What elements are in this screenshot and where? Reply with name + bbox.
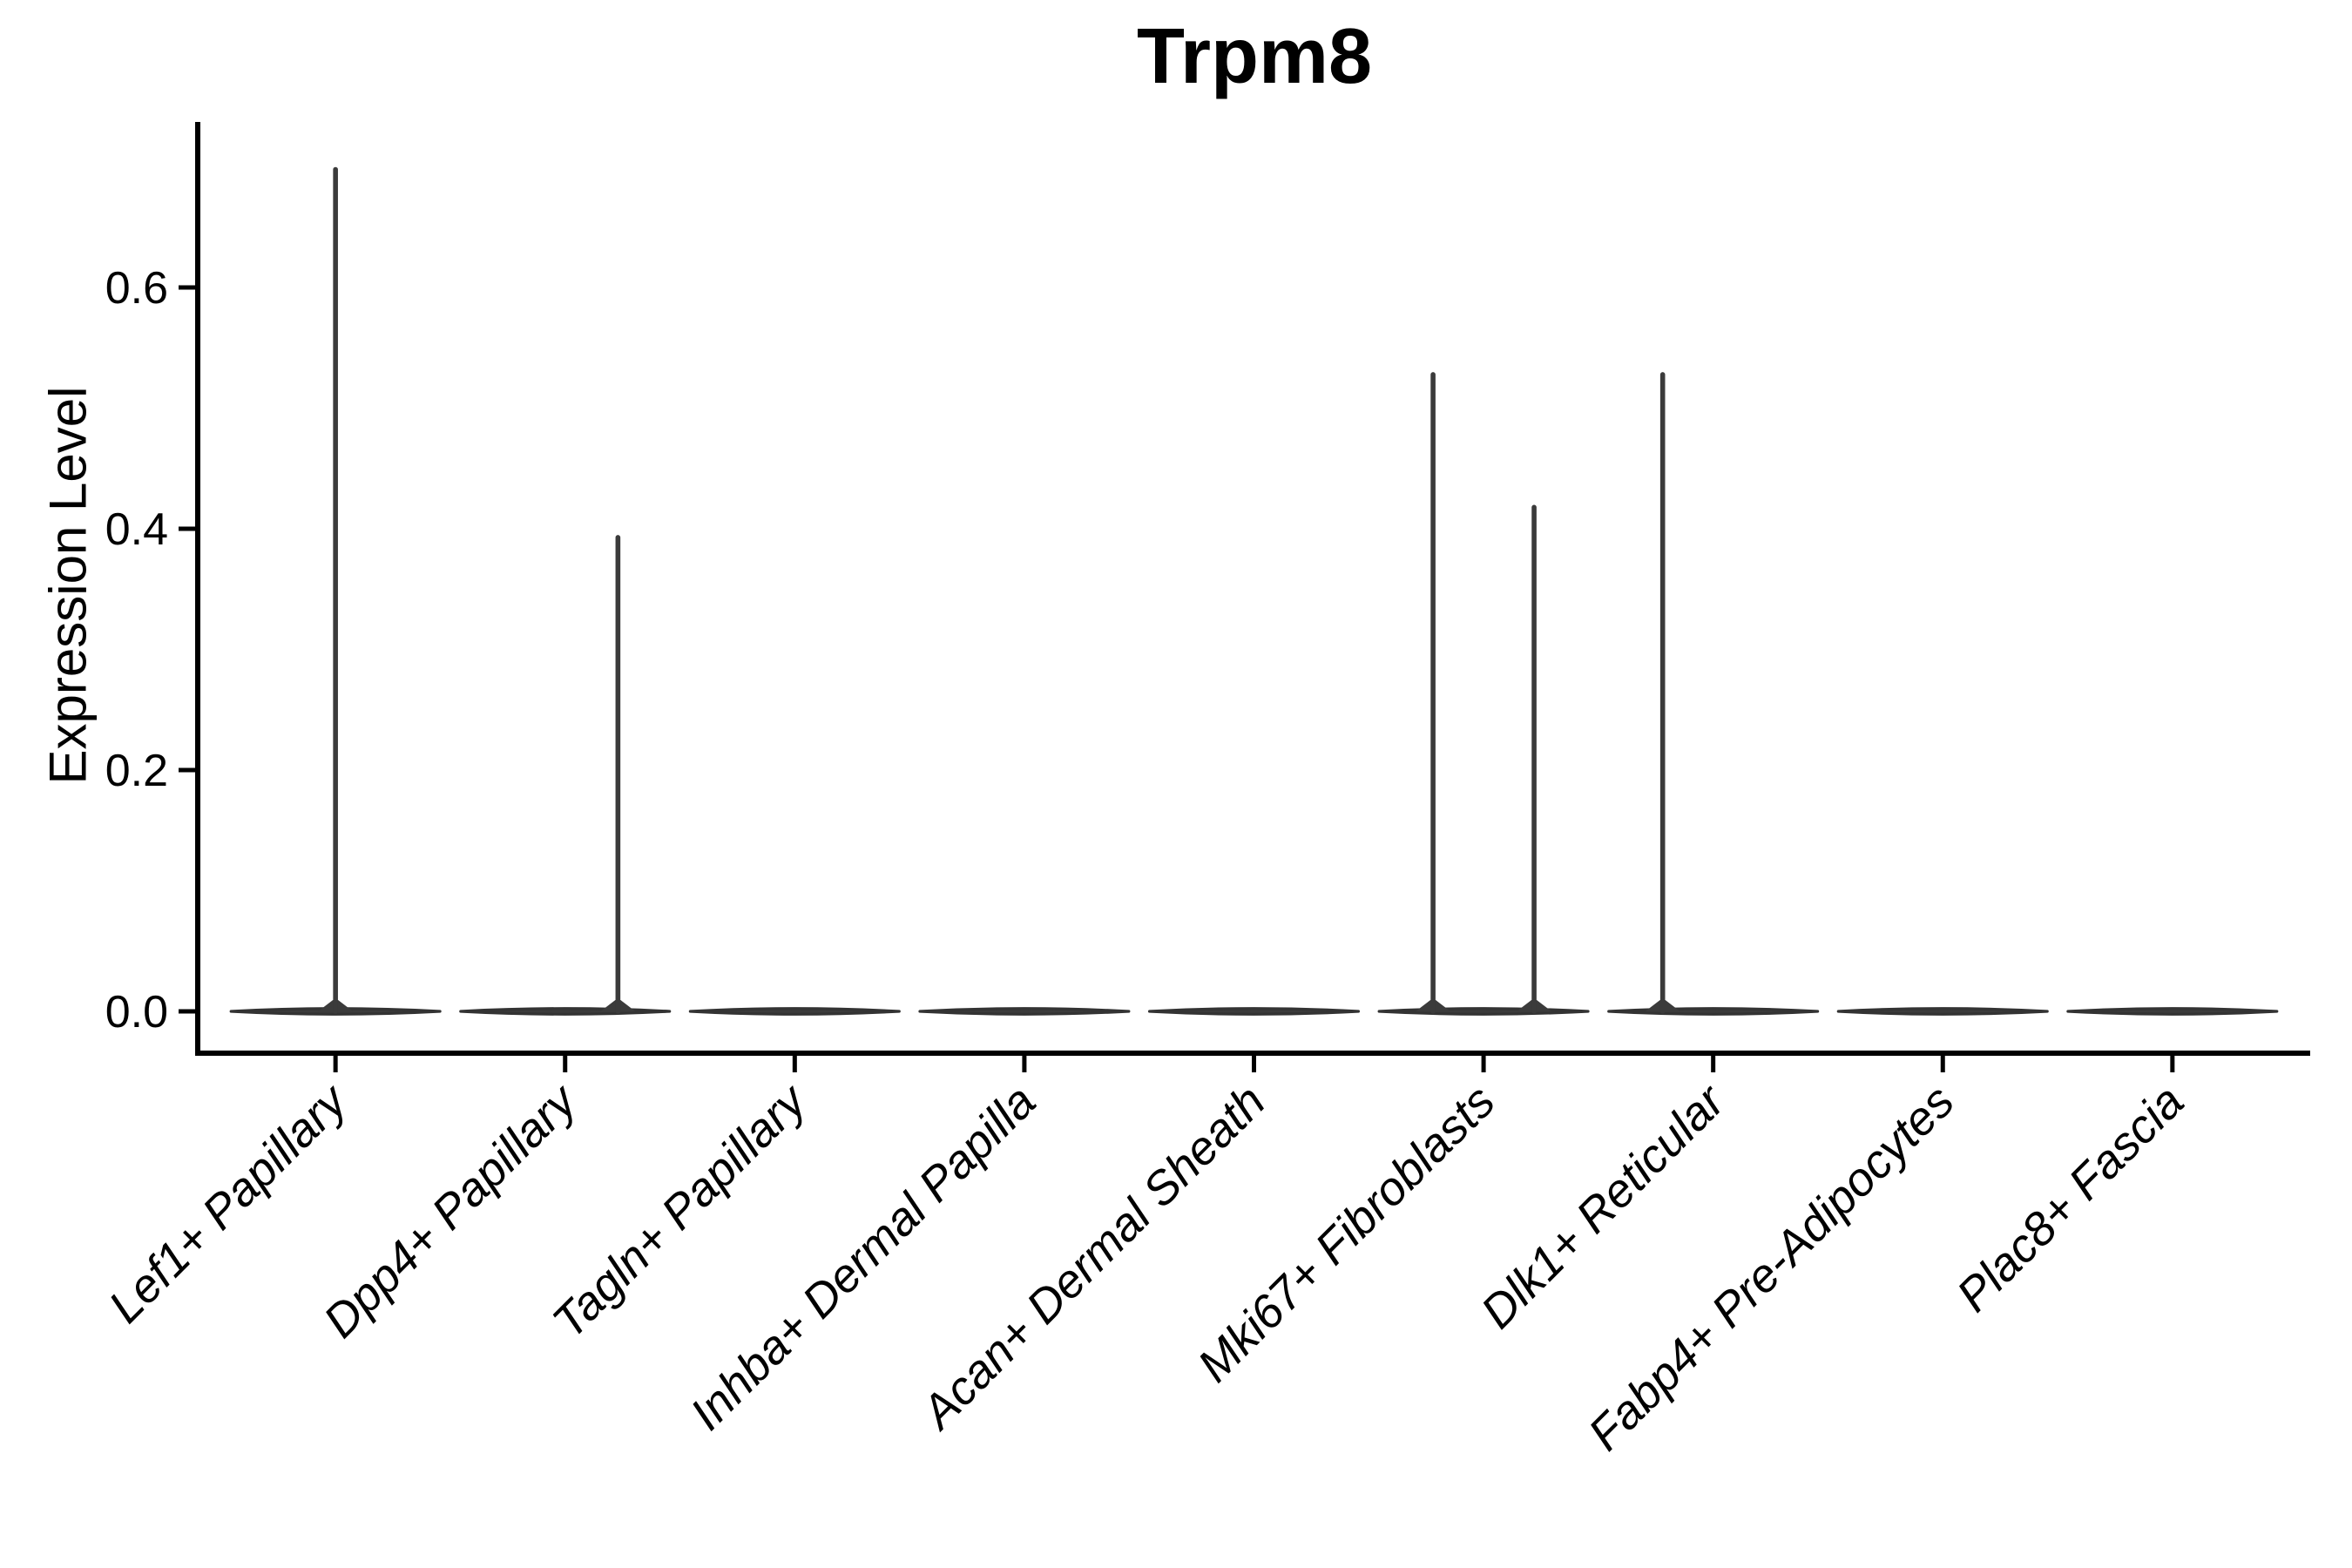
violin-body xyxy=(459,1007,672,1016)
violin-body xyxy=(688,1007,901,1016)
violin-body xyxy=(2066,1007,2279,1016)
x-tick-label: Fabp4+ Pre-Adipocytes xyxy=(1578,1075,1964,1461)
x-tick-label: Plac8+ Fascia xyxy=(1947,1075,2193,1321)
y-tick-label: 0.6 xyxy=(105,263,168,314)
x-tick-label: Lef1+ Papillary xyxy=(99,1073,359,1333)
y-tick-label: 0.2 xyxy=(105,746,168,796)
violin-body xyxy=(1377,1007,1590,1016)
violin-body xyxy=(1836,1007,2049,1016)
violin-body xyxy=(1607,1007,1820,1016)
violin-body xyxy=(918,1007,1131,1016)
x-tick-label: Dlk1+ Reticular xyxy=(1471,1074,1736,1339)
y-tick-label: 0.0 xyxy=(105,987,168,1037)
violin-body xyxy=(1147,1007,1361,1016)
plot-title: Trpm8 xyxy=(1136,13,1373,100)
y-tick-label: 0.4 xyxy=(105,504,168,555)
